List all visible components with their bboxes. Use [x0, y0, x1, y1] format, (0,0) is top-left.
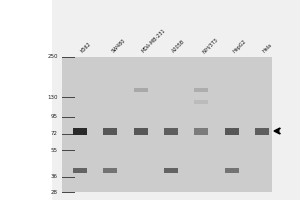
Text: 130: 130 [47, 95, 58, 100]
Bar [134, 128, 148, 134]
Text: 72: 72 [51, 131, 58, 136]
Text: MDA-MB-231: MDA-MB-231 [141, 28, 166, 54]
Text: A205B: A205B [171, 39, 186, 54]
Bar [62, 57, 272, 192]
Text: 36: 36 [51, 174, 58, 179]
Text: 28: 28 [51, 190, 58, 194]
Bar [103, 128, 117, 134]
Bar [194, 128, 208, 134]
Bar [0, 0, 52, 200]
Text: 55: 55 [51, 148, 58, 153]
Bar [134, 88, 148, 92]
Bar [164, 128, 178, 134]
Text: 250: 250 [47, 54, 58, 60]
Bar [164, 168, 178, 172]
Text: SW480: SW480 [110, 38, 126, 54]
Text: K562: K562 [80, 42, 92, 54]
Text: Hela: Hela [262, 43, 273, 54]
Text: HepG2: HepG2 [232, 39, 247, 54]
Bar [73, 128, 87, 134]
Bar [255, 128, 269, 134]
FancyArrow shape [274, 128, 280, 134]
Bar [225, 168, 239, 172]
Bar [73, 168, 87, 172]
Text: NIH/3T3: NIH/3T3 [201, 36, 219, 54]
Bar [194, 100, 208, 104]
Bar [194, 88, 208, 92]
Bar [225, 128, 239, 134]
Text: 95: 95 [51, 114, 58, 119]
Bar [103, 168, 117, 172]
